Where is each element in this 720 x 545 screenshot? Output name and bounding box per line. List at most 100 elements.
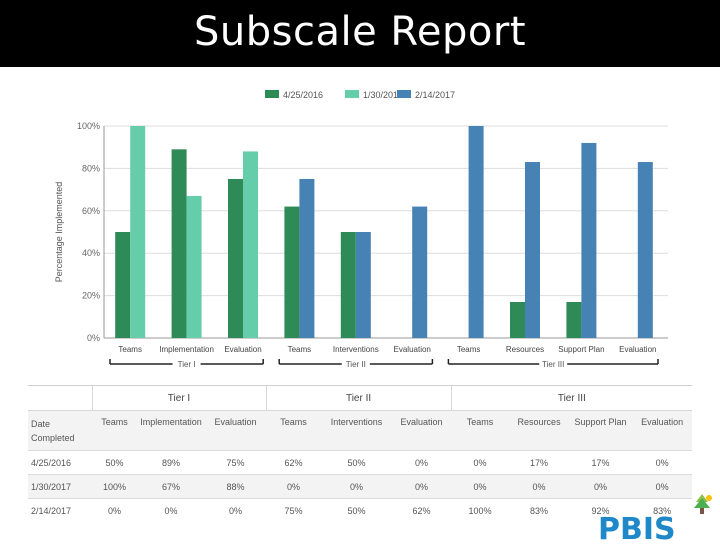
- table-cell: 0%: [632, 474, 693, 499]
- table-cell: 83%: [509, 498, 570, 522]
- x-tick-label: Resources: [506, 345, 544, 354]
- x-tick-label: Interventions: [333, 345, 379, 354]
- x-tick-label: Teams: [288, 345, 312, 354]
- table-cell: 0%: [509, 474, 570, 499]
- column-header: Evaluation: [632, 410, 693, 451]
- y-tick-label: 20%: [82, 291, 100, 301]
- chart-area: 0% 20% 40% 60% 80% 100% Percentage Implemented…: [28, 70, 693, 515]
- column-header-date: Date Completed: [28, 410, 92, 451]
- y-tick-label: 60%: [82, 206, 100, 216]
- bar-2/14/2017: [468, 126, 484, 338]
- legend-swatch: [397, 90, 411, 98]
- table-row: 1/30/2017 100% 67% 88% 0% 0% 0% 0% 0% 0% 0%: [28, 474, 693, 499]
- date-cell: 2/14/2017: [28, 498, 92, 522]
- group-label: Tier III: [542, 360, 564, 369]
- bar-2/14/2017: [525, 162, 540, 338]
- legend-swatch: [265, 90, 279, 98]
- table-cell: 0%: [137, 498, 205, 522]
- table-cell: 62%: [266, 450, 322, 475]
- tier-header-blank: [28, 386, 93, 411]
- table-cell: 62%: [392, 498, 452, 522]
- x-tick-label: Implementation: [159, 345, 214, 354]
- table-cell: 88%: [205, 474, 267, 499]
- table-cell: 89%: [137, 450, 205, 475]
- y-tick-label: 0%: [87, 333, 100, 343]
- table-cell: 100%: [92, 474, 137, 499]
- table-cell: 0%: [392, 474, 452, 499]
- x-tick-label: Teams: [457, 345, 481, 354]
- tier-header: Tier II: [266, 386, 452, 411]
- table-cell: 0%: [321, 474, 393, 499]
- legend-label: 1/30/2017: [363, 90, 403, 100]
- column-header: Teams: [451, 410, 510, 451]
- group-label-bg: [539, 359, 568, 369]
- table-cell: 17%: [569, 450, 633, 475]
- table-cell: 0%: [266, 474, 322, 499]
- table-cell: 0%: [451, 474, 510, 499]
- page-title: Subscale Report: [193, 9, 526, 55]
- table-cell: 0%: [632, 450, 693, 475]
- bar-4/25/2016: [171, 149, 187, 338]
- table-cell: 0%: [569, 474, 633, 499]
- subscale-table-container: Tier I Tier II Tier III Date Completed T…: [28, 385, 693, 522]
- group-label-bg: [341, 359, 370, 369]
- table-cell: 0%: [92, 498, 137, 522]
- bar-1/30/2017: [186, 195, 202, 338]
- bar-4/25/2016: [566, 301, 582, 338]
- column-header: Resources: [509, 410, 570, 451]
- tier-header: Tier III: [557, 392, 586, 404]
- tier-header: Tier I: [92, 386, 267, 411]
- bar-2/14/2017: [412, 206, 428, 338]
- legend-label: 2/14/2017: [415, 90, 455, 100]
- column-header: Evaluation: [392, 410, 452, 451]
- bar-2/14/2017: [637, 162, 653, 338]
- table-cell: 0%: [392, 450, 452, 475]
- bar-2/14/2017: [355, 232, 371, 338]
- table-cell: 100%: [451, 498, 510, 522]
- x-tick-label: Evaluation: [394, 345, 431, 354]
- bar-1/30/2017: [243, 151, 258, 338]
- table-cell: 83%: [632, 498, 693, 522]
- logo-text: PBIS: [598, 512, 676, 540]
- group-label-bg: [172, 359, 201, 369]
- column-header: Teams: [266, 410, 322, 451]
- bar-1/30/2017: [130, 126, 146, 338]
- subscale-bar-chart: 0% 20% 40% 60% 80% 100% Percentage Implemented…: [54, 90, 668, 369]
- bar-4/25/2016: [228, 179, 243, 338]
- group-label: Tier II: [346, 360, 366, 369]
- legend-swatch: [345, 90, 359, 98]
- x-tick-label: Evaluation: [224, 345, 261, 354]
- column-header: Support Plan: [569, 410, 633, 451]
- table-cell: 0%: [451, 450, 510, 475]
- column-header: Evaluation: [205, 410, 267, 451]
- column-header: Implementation: [137, 410, 205, 451]
- pbis-logo: PBIS: [588, 492, 720, 545]
- tier-header-row: Tier I Tier II Tier III: [28, 386, 692, 411]
- y-axis-label: Percentage Implemented: [54, 182, 64, 283]
- date-cell: 1/30/2017: [28, 474, 92, 499]
- table-cell: 75%: [266, 498, 322, 522]
- x-tick-label: Teams: [118, 345, 142, 354]
- subscale-table: Tier I Tier II Tier III Date Completed T…: [28, 386, 693, 522]
- group-label: Tier I: [178, 360, 196, 369]
- x-tick-label: Support Plan: [558, 345, 604, 354]
- table-cell: 50%: [92, 450, 137, 475]
- bar-2/14/2017: [581, 142, 597, 338]
- bar-4/25/2016: [115, 232, 131, 338]
- table-cell: 50%: [321, 498, 393, 522]
- table-row: 2/14/2017 0% 0% 0% 75% 50% 62% 100% 83% 92% 83%: [28, 498, 693, 522]
- column-header-row: Date Completed Teams Implementation Evalua…: [28, 410, 693, 451]
- x-tick-label: Evaluation: [619, 345, 656, 354]
- table-cell: 75%: [205, 450, 267, 475]
- table-cell: 67%: [137, 474, 205, 499]
- table-cell: 92%: [569, 498, 633, 522]
- bar-4/25/2016: [340, 232, 356, 338]
- y-tick-label: 80%: [82, 163, 100, 173]
- legend-label: 4/25/2016: [283, 90, 323, 100]
- bar-4/25/2016: [510, 301, 525, 338]
- date-cell: 4/25/2016: [28, 450, 92, 475]
- column-header: Teams: [92, 410, 137, 451]
- table-cell: 50%: [321, 450, 393, 475]
- column-header: Interventions: [321, 410, 393, 451]
- table-cell: 0%: [205, 498, 267, 522]
